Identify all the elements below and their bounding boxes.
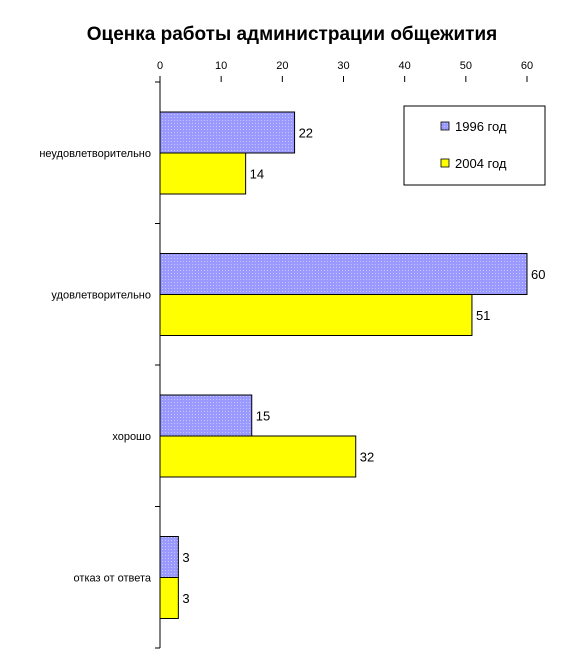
bar-1996 [159, 394, 253, 437]
legend: 1996 год 2004 год [403, 105, 546, 186]
data-label: 51 [476, 308, 490, 323]
x-tick-label: 0 [157, 60, 163, 72]
bar-1996 [159, 253, 528, 295]
bar-1996 [159, 536, 179, 578]
data-label: 22 [299, 126, 313, 141]
bar-2004 [159, 435, 357, 478]
data-label: 3 [182, 591, 189, 606]
data-label: 14 [250, 167, 264, 182]
legend-frame [403, 105, 546, 186]
x-tick-label: 50 [460, 60, 472, 72]
x-tick-label: 60 [521, 60, 533, 72]
legend-swatch-2004 [440, 158, 450, 168]
data-label: 3 [182, 550, 189, 565]
bars: 22 14 60 51 15 32 3 3 [159, 111, 545, 619]
chart-title: Оценка работы администрации общежития [87, 24, 498, 45]
category-label: хорошо [112, 431, 151, 443]
x-tick-label: 10 [215, 60, 227, 72]
legend-swatch-1996 [440, 121, 450, 131]
bar-2004 [159, 577, 179, 619]
x-tick-label: 20 [276, 60, 288, 72]
data-label: 32 [360, 450, 374, 465]
category-label: неудовлетворительно [39, 148, 151, 160]
category-label: отказ от ответа [74, 573, 152, 585]
x-tick-label: 40 [399, 60, 411, 72]
data-label: 15 [256, 409, 270, 424]
bar-2004 [159, 152, 247, 195]
category-label: удовлетворительно [51, 290, 151, 302]
legend-label-2004: 2004 год [455, 156, 507, 171]
legend-label-1996: 1996 год [455, 119, 507, 134]
bar-2004 [159, 294, 473, 336]
x-axis: 0 10 20 30 40 50 60 [157, 60, 533, 82]
data-label: 60 [531, 267, 545, 282]
bar-1996 [159, 111, 296, 154]
y-axis: неудовлетворительно удовлетворительно хоро… [39, 81, 161, 649]
x-tick-label: 30 [337, 60, 349, 72]
